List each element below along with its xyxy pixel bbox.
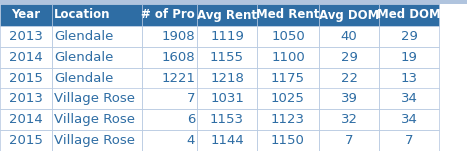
Bar — [257, 4, 319, 26]
Text: Year: Year — [11, 8, 41, 21]
Bar — [319, 68, 379, 88]
Bar — [197, 47, 257, 68]
Text: 7: 7 — [187, 92, 195, 105]
Bar — [319, 26, 379, 47]
Text: 7: 7 — [405, 134, 413, 147]
Bar — [0, 4, 52, 26]
Bar — [319, 130, 379, 151]
Bar — [142, 130, 197, 151]
Bar — [52, 4, 142, 26]
Text: Village Rose: Village Rose — [54, 92, 135, 105]
Bar — [379, 109, 439, 130]
Text: 29: 29 — [401, 30, 417, 43]
Text: 6: 6 — [187, 113, 195, 126]
Text: Village Rose: Village Rose — [54, 134, 135, 147]
Text: 2015: 2015 — [9, 72, 43, 85]
Bar — [52, 109, 142, 130]
Bar — [197, 130, 257, 151]
Bar — [319, 47, 379, 68]
Bar — [0, 47, 52, 68]
Bar — [52, 47, 142, 68]
Bar — [197, 68, 257, 88]
Text: 34: 34 — [401, 92, 417, 105]
Bar — [142, 47, 197, 68]
Bar — [142, 68, 197, 88]
Bar — [142, 88, 197, 109]
Text: 2013: 2013 — [9, 92, 43, 105]
Text: 1100: 1100 — [271, 51, 305, 64]
Bar — [197, 88, 257, 109]
Bar — [52, 26, 142, 47]
Bar — [379, 130, 439, 151]
Text: Location: Location — [54, 8, 110, 21]
Text: # of Pro: # of Pro — [142, 8, 195, 21]
Text: 1218: 1218 — [210, 72, 244, 85]
Text: 1119: 1119 — [210, 30, 244, 43]
Text: Village Rose: Village Rose — [54, 113, 135, 126]
Text: 2015: 2015 — [9, 134, 43, 147]
Bar — [319, 4, 379, 26]
Bar — [0, 0, 467, 4]
Text: 1031: 1031 — [210, 92, 244, 105]
Bar — [0, 26, 52, 47]
Text: Avg DOM: Avg DOM — [319, 8, 379, 21]
Text: 2014: 2014 — [9, 51, 43, 64]
Text: 1050: 1050 — [271, 30, 305, 43]
Text: 1608: 1608 — [162, 51, 195, 64]
Text: Glendale: Glendale — [54, 30, 113, 43]
Bar — [197, 26, 257, 47]
Bar — [52, 68, 142, 88]
Bar — [197, 4, 257, 26]
Bar — [319, 109, 379, 130]
Text: 4: 4 — [187, 134, 195, 147]
Bar — [142, 109, 197, 130]
Bar — [0, 88, 52, 109]
Text: 1144: 1144 — [210, 134, 244, 147]
Bar — [319, 88, 379, 109]
Bar — [379, 26, 439, 47]
Text: Glendale: Glendale — [54, 51, 113, 64]
Text: 29: 29 — [340, 51, 357, 64]
Text: 1155: 1155 — [210, 51, 244, 64]
Bar — [257, 26, 319, 47]
Bar — [52, 88, 142, 109]
Bar — [257, 109, 319, 130]
Bar — [257, 130, 319, 151]
Text: 32: 32 — [340, 113, 358, 126]
Text: 1908: 1908 — [162, 30, 195, 43]
Bar — [0, 109, 52, 130]
Bar — [52, 130, 142, 151]
Bar — [142, 26, 197, 47]
Text: 34: 34 — [401, 113, 417, 126]
Bar — [197, 109, 257, 130]
Text: 2013: 2013 — [9, 30, 43, 43]
Text: 1153: 1153 — [210, 113, 244, 126]
Text: Med DOM: Med DOM — [377, 8, 441, 21]
Bar — [257, 88, 319, 109]
Text: 1025: 1025 — [271, 92, 305, 105]
Text: 2014: 2014 — [9, 113, 43, 126]
Bar — [379, 88, 439, 109]
Text: 13: 13 — [401, 72, 417, 85]
Bar — [257, 68, 319, 88]
Text: 1175: 1175 — [271, 72, 305, 85]
Text: Med Rent: Med Rent — [256, 8, 320, 21]
Bar — [379, 47, 439, 68]
Text: 39: 39 — [340, 92, 357, 105]
Bar — [379, 4, 439, 26]
Text: Glendale: Glendale — [54, 72, 113, 85]
Text: 1150: 1150 — [271, 134, 305, 147]
Text: Avg Rent: Avg Rent — [197, 8, 257, 21]
Bar — [0, 130, 52, 151]
Text: 22: 22 — [340, 72, 358, 85]
Text: 7: 7 — [345, 134, 353, 147]
Text: 1123: 1123 — [271, 113, 305, 126]
Text: 40: 40 — [340, 30, 357, 43]
Bar — [379, 68, 439, 88]
Bar — [142, 4, 197, 26]
Text: 19: 19 — [401, 51, 417, 64]
Bar — [257, 47, 319, 68]
Bar — [0, 68, 52, 88]
Text: 1221: 1221 — [161, 72, 195, 85]
